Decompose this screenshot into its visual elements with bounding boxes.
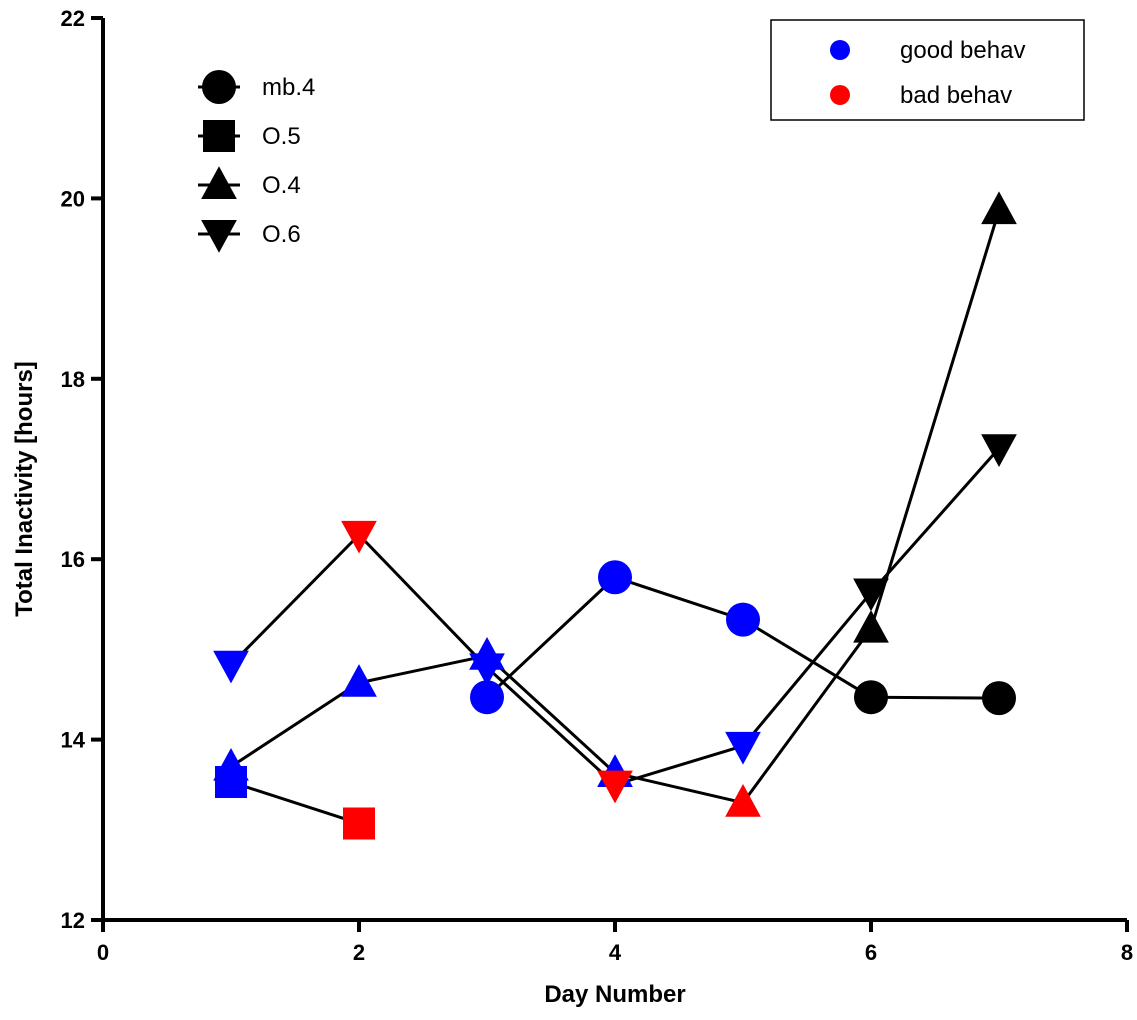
series-line-o-5 (230, 780, 360, 825)
data-point-o-6 (725, 731, 761, 765)
legend-marker-square (203, 120, 235, 152)
series-lines (229, 209, 1001, 825)
series-line-o-4 (230, 209, 1001, 805)
legend-shapes: mb.4 O.5 O.4 O.6 (198, 70, 315, 253)
series-line-mb-4 (485, 575, 1000, 700)
data-point-mb-4 (470, 680, 504, 715)
x-tick-label: 2 (353, 940, 365, 965)
data-point-mb-4 (854, 680, 888, 715)
data-point-o-6 (981, 434, 1017, 467)
legend-marker-triangle-down (201, 219, 237, 253)
x-tick-label: 0 (97, 940, 109, 965)
data-point-o-6 (469, 653, 505, 687)
x-tick-label: 8 (1121, 940, 1133, 965)
x-tick-label: 6 (865, 940, 877, 965)
data-point-o-4 (853, 609, 889, 643)
y-tick-label: 12 (61, 908, 85, 933)
data-point-o-5 (343, 807, 375, 840)
y-tick-label: 16 (61, 547, 85, 572)
legend-label: O.4 (262, 172, 301, 199)
legend-colors: good behav bad behav (770, 19, 1085, 121)
y-tick-label: 22 (61, 6, 85, 31)
series-line-o-6 (229, 447, 1001, 787)
data-point-o-4 (213, 747, 249, 781)
legend-marker-circle (202, 70, 236, 104)
data-point-mb-4 (982, 681, 1016, 716)
y-tick-label: 14 (61, 728, 86, 753)
x-tick-label: 4 (609, 940, 622, 965)
legend-label: good behav (900, 37, 1025, 64)
legend-marker-triangle-up (201, 166, 237, 200)
data-point-o-6 (213, 650, 249, 684)
y-tick-label: 18 (61, 367, 85, 392)
legend-label: O.5 (262, 123, 301, 150)
legend-box (770, 19, 1085, 121)
legend-label: bad behav (900, 82, 1012, 109)
axes: 0 2 4 6 8 12 14 16 18 20 22 (61, 6, 1134, 965)
x-axis-title: Day Number (544, 981, 685, 1008)
y-axis-title: Total Inactivity [hours] (11, 361, 38, 617)
data-points (213, 191, 1017, 840)
data-point-o-4 (725, 784, 761, 817)
legend-color-swatch (830, 40, 850, 60)
data-point-o-4 (981, 191, 1017, 225)
legend-label: O.6 (262, 221, 301, 248)
legend-color-swatch (830, 85, 850, 105)
data-point-o-6 (597, 770, 633, 804)
data-point-o-4 (341, 664, 377, 697)
data-point-mb-4 (598, 560, 632, 595)
data-point-o-6 (853, 578, 889, 612)
y-tick-label: 20 (61, 186, 85, 211)
legends: mb.4 O.5 O.4 O.6 good behav bad behav (198, 19, 1085, 253)
data-point-o-6 (341, 520, 377, 554)
legend-label: mb.4 (262, 74, 315, 101)
data-point-mb-4 (726, 602, 760, 637)
